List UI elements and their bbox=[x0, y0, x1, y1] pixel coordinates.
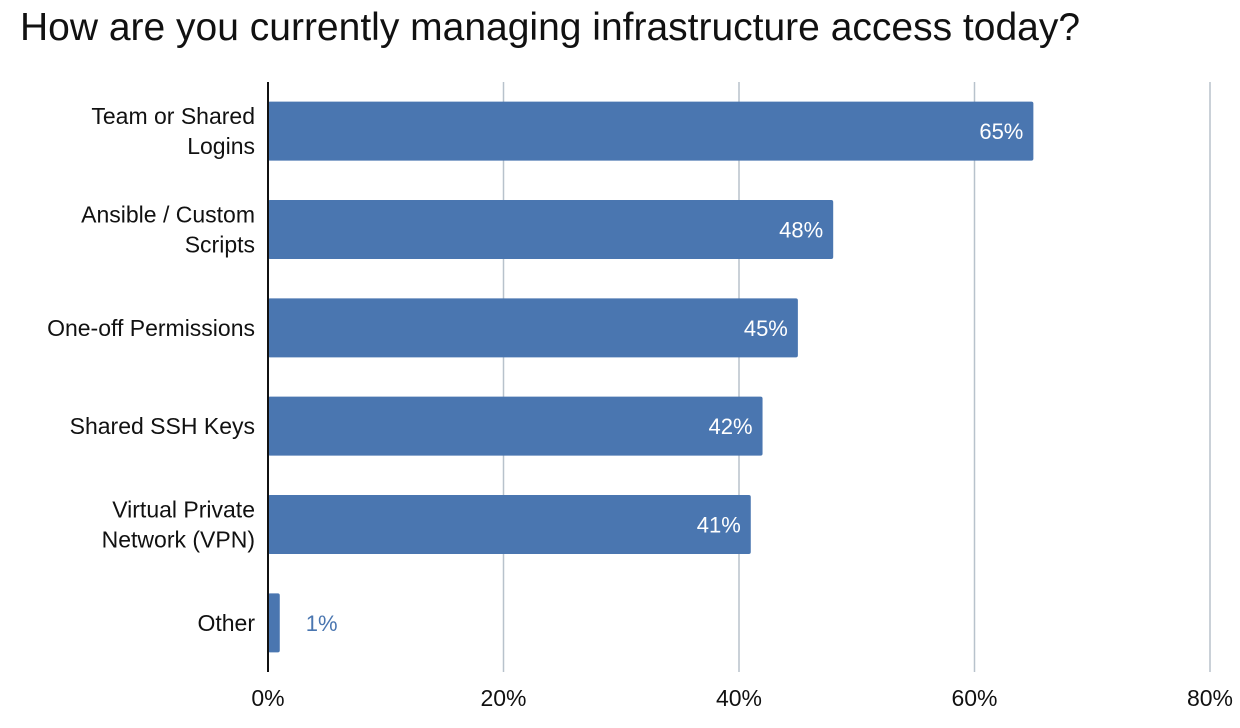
value-label: 1% bbox=[306, 611, 338, 636]
bar bbox=[268, 101, 1034, 161]
value-label: 65% bbox=[979, 119, 1023, 144]
category-label: Other bbox=[197, 610, 255, 636]
category-label: Ansible / Custom Scripts bbox=[81, 202, 255, 258]
bars bbox=[268, 101, 1034, 653]
bar bbox=[268, 593, 280, 653]
bar bbox=[268, 495, 751, 554]
category-label: Virtual Private Network (VPN) bbox=[102, 497, 255, 553]
chart-title: How are you currently managing infrastru… bbox=[20, 6, 1081, 49]
value-label: 45% bbox=[744, 316, 788, 341]
x-tick-label: 60% bbox=[951, 685, 997, 711]
grid-lines bbox=[502, 82, 1211, 672]
value-labels: 65% 48% 45% 42% 41% 1% bbox=[306, 119, 1024, 636]
value-label: 42% bbox=[709, 414, 753, 439]
category-labels: Team or Shared Logins Ansible / Custom Scri… bbox=[47, 103, 255, 636]
x-tick-label: 80% bbox=[1187, 685, 1233, 711]
x-tick-label: 20% bbox=[480, 685, 526, 711]
x-tick-label: 0% bbox=[251, 685, 284, 711]
category-label: Team or Shared Logins bbox=[91, 103, 255, 159]
category-label: Shared SSH Keys bbox=[70, 413, 255, 439]
bar bbox=[268, 200, 834, 259]
category-label: One-off Permissions bbox=[47, 315, 255, 341]
value-label: 41% bbox=[697, 513, 741, 538]
x-tick-label: 40% bbox=[716, 685, 762, 711]
value-label: 48% bbox=[779, 218, 823, 243]
bar bbox=[268, 298, 798, 358]
x-tick-labels: 0% 20% 40% 60% 80% bbox=[251, 685, 1233, 711]
bar bbox=[268, 396, 763, 456]
